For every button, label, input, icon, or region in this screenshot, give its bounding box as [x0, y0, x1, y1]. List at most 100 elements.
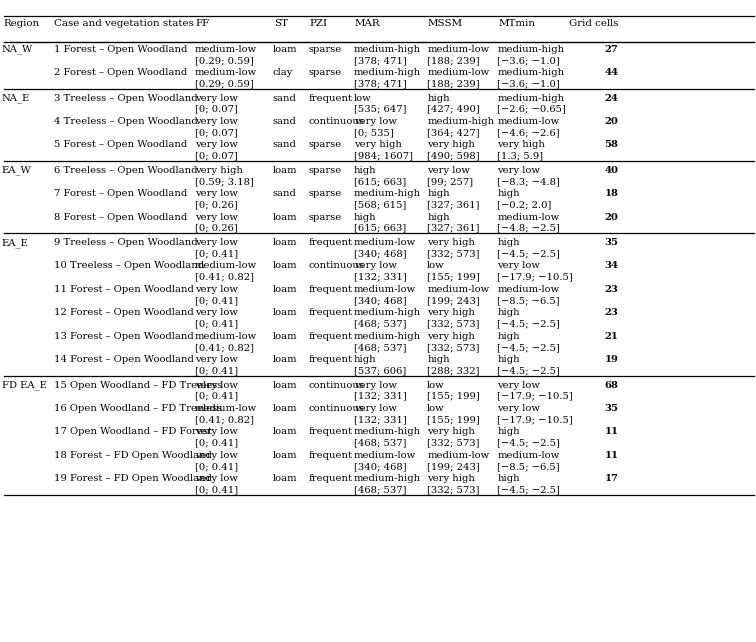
Text: sand: sand	[273, 141, 297, 150]
Text: 17: 17	[605, 474, 618, 483]
Text: 23: 23	[605, 285, 618, 294]
Text: Region: Region	[3, 19, 39, 28]
Text: frequent: frequent	[308, 355, 352, 364]
Text: very low
[132; 331]: very low [132; 331]	[354, 404, 407, 424]
Text: medium-high
[568; 615]: medium-high [568; 615]	[354, 189, 421, 209]
Text: 5 Forest – Open Woodland: 5 Forest – Open Woodland	[54, 141, 187, 150]
Text: very low
[−8.3; −4.8]: very low [−8.3; −4.8]	[497, 166, 560, 186]
Text: MAR: MAR	[355, 19, 380, 28]
Text: MSSM: MSSM	[428, 19, 463, 28]
Text: very low
[132; 331]: very low [132; 331]	[354, 381, 407, 401]
Text: very low
[0; 0.41]: very low [0; 0.41]	[195, 355, 238, 376]
Text: continuous: continuous	[308, 117, 364, 126]
Text: loam: loam	[273, 451, 298, 460]
Text: high
[288; 332]: high [288; 332]	[427, 355, 479, 376]
Text: sparse: sparse	[308, 213, 342, 221]
Text: low
[155; 199]: low [155; 199]	[427, 261, 480, 282]
Text: high
[−4.5; −2.5]: high [−4.5; −2.5]	[497, 428, 560, 447]
Text: 68: 68	[605, 381, 618, 390]
Text: medium-low
[0.29; 0.59]: medium-low [0.29; 0.59]	[195, 45, 257, 65]
Text: very high
[0.59; 3.18]: very high [0.59; 3.18]	[195, 166, 254, 186]
Text: medium-low
[340; 468]: medium-low [340; 468]	[354, 285, 416, 305]
Text: ST: ST	[274, 19, 288, 28]
Text: very high
[984; 1607]: very high [984; 1607]	[354, 141, 413, 160]
Text: frequent: frequent	[308, 451, 352, 460]
Text: medium-low
[−4.6; −2.6]: medium-low [−4.6; −2.6]	[497, 117, 560, 137]
Text: very low
[0; 0.41]: very low [0; 0.41]	[195, 451, 238, 471]
Text: medium-low
[199; 243]: medium-low [199; 243]	[427, 285, 489, 305]
Text: very low
[0; 0.41]: very low [0; 0.41]	[195, 285, 238, 305]
Text: very low
[0; 0.41]: very low [0; 0.41]	[195, 428, 238, 447]
Text: frequent: frequent	[308, 332, 352, 341]
Text: medium-low
[−4.8; −2.5]: medium-low [−4.8; −2.5]	[497, 213, 560, 233]
Text: EA_W: EA_W	[2, 166, 31, 175]
Text: 40: 40	[604, 166, 618, 175]
Text: 11: 11	[604, 428, 618, 437]
Text: very low
[0; 0.07]: very low [0; 0.07]	[195, 141, 238, 160]
Text: medium-high
[−3.6; −1.0]: medium-high [−3.6; −1.0]	[497, 45, 565, 65]
Text: sand: sand	[273, 94, 297, 103]
Text: medium-high
[−3.6; −1.0]: medium-high [−3.6; −1.0]	[497, 68, 565, 89]
Text: frequent: frequent	[308, 308, 352, 317]
Text: 8 Forest – Open Woodland: 8 Forest – Open Woodland	[54, 213, 187, 221]
Text: frequent: frequent	[308, 285, 352, 294]
Text: frequent: frequent	[308, 238, 352, 247]
Text: 9 Treeless – Open Woodland: 9 Treeless – Open Woodland	[54, 238, 197, 247]
Text: medium-low
[340; 468]: medium-low [340; 468]	[354, 451, 416, 471]
Text: Case and vegetation states: Case and vegetation states	[54, 19, 194, 28]
Text: continuous: continuous	[308, 404, 364, 413]
Text: very low
[0; 0.41]: very low [0; 0.41]	[195, 474, 238, 494]
Text: very low
[0; 0.26]: very low [0; 0.26]	[195, 189, 238, 209]
Text: sparse: sparse	[308, 141, 342, 150]
Text: sparse: sparse	[308, 45, 342, 54]
Text: loam: loam	[273, 355, 298, 364]
Text: 15 Open Woodland – FD Treeless: 15 Open Woodland – FD Treeless	[54, 381, 222, 390]
Text: very high
[332; 573]: very high [332; 573]	[427, 308, 479, 329]
Text: medium-low
[0.41; 0.82]: medium-low [0.41; 0.82]	[195, 332, 257, 352]
Text: medium-high
[468; 537]: medium-high [468; 537]	[354, 428, 421, 447]
Text: medium-low
[0.41; 0.82]: medium-low [0.41; 0.82]	[195, 404, 257, 424]
Text: high
[−4.5; −2.5]: high [−4.5; −2.5]	[497, 355, 560, 376]
Text: PZI: PZI	[309, 19, 327, 28]
Text: high
[−4.5; −2.5]: high [−4.5; −2.5]	[497, 332, 560, 352]
Text: sand: sand	[273, 189, 297, 198]
Text: NA_W: NA_W	[2, 45, 33, 55]
Text: very high
[332; 573]: very high [332; 573]	[427, 238, 479, 258]
Text: loam: loam	[273, 166, 298, 175]
Text: MTmin: MTmin	[498, 19, 535, 28]
Text: very low
[−17.9; −10.5]: very low [−17.9; −10.5]	[497, 261, 573, 282]
Text: low
[535; 647]: low [535; 647]	[354, 94, 406, 114]
Text: frequent: frequent	[308, 428, 352, 437]
Text: clay: clay	[273, 68, 293, 77]
Text: very low
[0; 535]: very low [0; 535]	[354, 117, 397, 137]
Text: high
[327; 361]: high [327; 361]	[427, 213, 479, 233]
Text: very low
[0; 0.07]: very low [0; 0.07]	[195, 94, 238, 114]
Text: medium-low
[188; 239]: medium-low [188; 239]	[427, 68, 489, 89]
Text: 21: 21	[605, 332, 618, 341]
Text: 27: 27	[605, 45, 618, 54]
Text: frequent: frequent	[308, 474, 352, 483]
Text: very low
[0; 0.41]: very low [0; 0.41]	[195, 308, 238, 329]
Text: 34: 34	[604, 261, 618, 270]
Text: medium-high
[364; 427]: medium-high [364; 427]	[427, 117, 494, 137]
Text: high
[327; 361]: high [327; 361]	[427, 189, 479, 209]
Text: very high
[332; 573]: very high [332; 573]	[427, 474, 479, 494]
Text: medium-low
[199; 243]: medium-low [199; 243]	[427, 451, 489, 471]
Text: medium-high
[378; 471]: medium-high [378; 471]	[354, 68, 421, 89]
Text: high
[615; 663]: high [615; 663]	[354, 166, 406, 186]
Text: very low
[0; 0.07]: very low [0; 0.07]	[195, 117, 238, 137]
Text: medium-high
[378; 471]: medium-high [378; 471]	[354, 45, 421, 65]
Text: FF: FF	[196, 19, 210, 28]
Text: very low
[0; 0.26]: very low [0; 0.26]	[195, 213, 238, 233]
Text: high
[427; 490]: high [427; 490]	[427, 94, 480, 114]
Text: very high
[1.3; 5.9]: very high [1.3; 5.9]	[497, 141, 545, 160]
Text: very low
[99; 257]: very low [99; 257]	[427, 166, 473, 186]
Text: sparse: sparse	[308, 166, 342, 175]
Text: medium-high
[468; 537]: medium-high [468; 537]	[354, 308, 421, 329]
Text: loam: loam	[273, 213, 298, 221]
Text: 18 Forest – FD Open Woodland: 18 Forest – FD Open Woodland	[54, 451, 212, 460]
Text: 19 Forest – FD Open Woodland: 19 Forest – FD Open Woodland	[54, 474, 212, 483]
Text: 16 Open Woodland – FD Treeless: 16 Open Woodland – FD Treeless	[54, 404, 222, 413]
Text: 6 Treeless – Open Woodland: 6 Treeless – Open Woodland	[54, 166, 197, 175]
Text: loam: loam	[273, 404, 298, 413]
